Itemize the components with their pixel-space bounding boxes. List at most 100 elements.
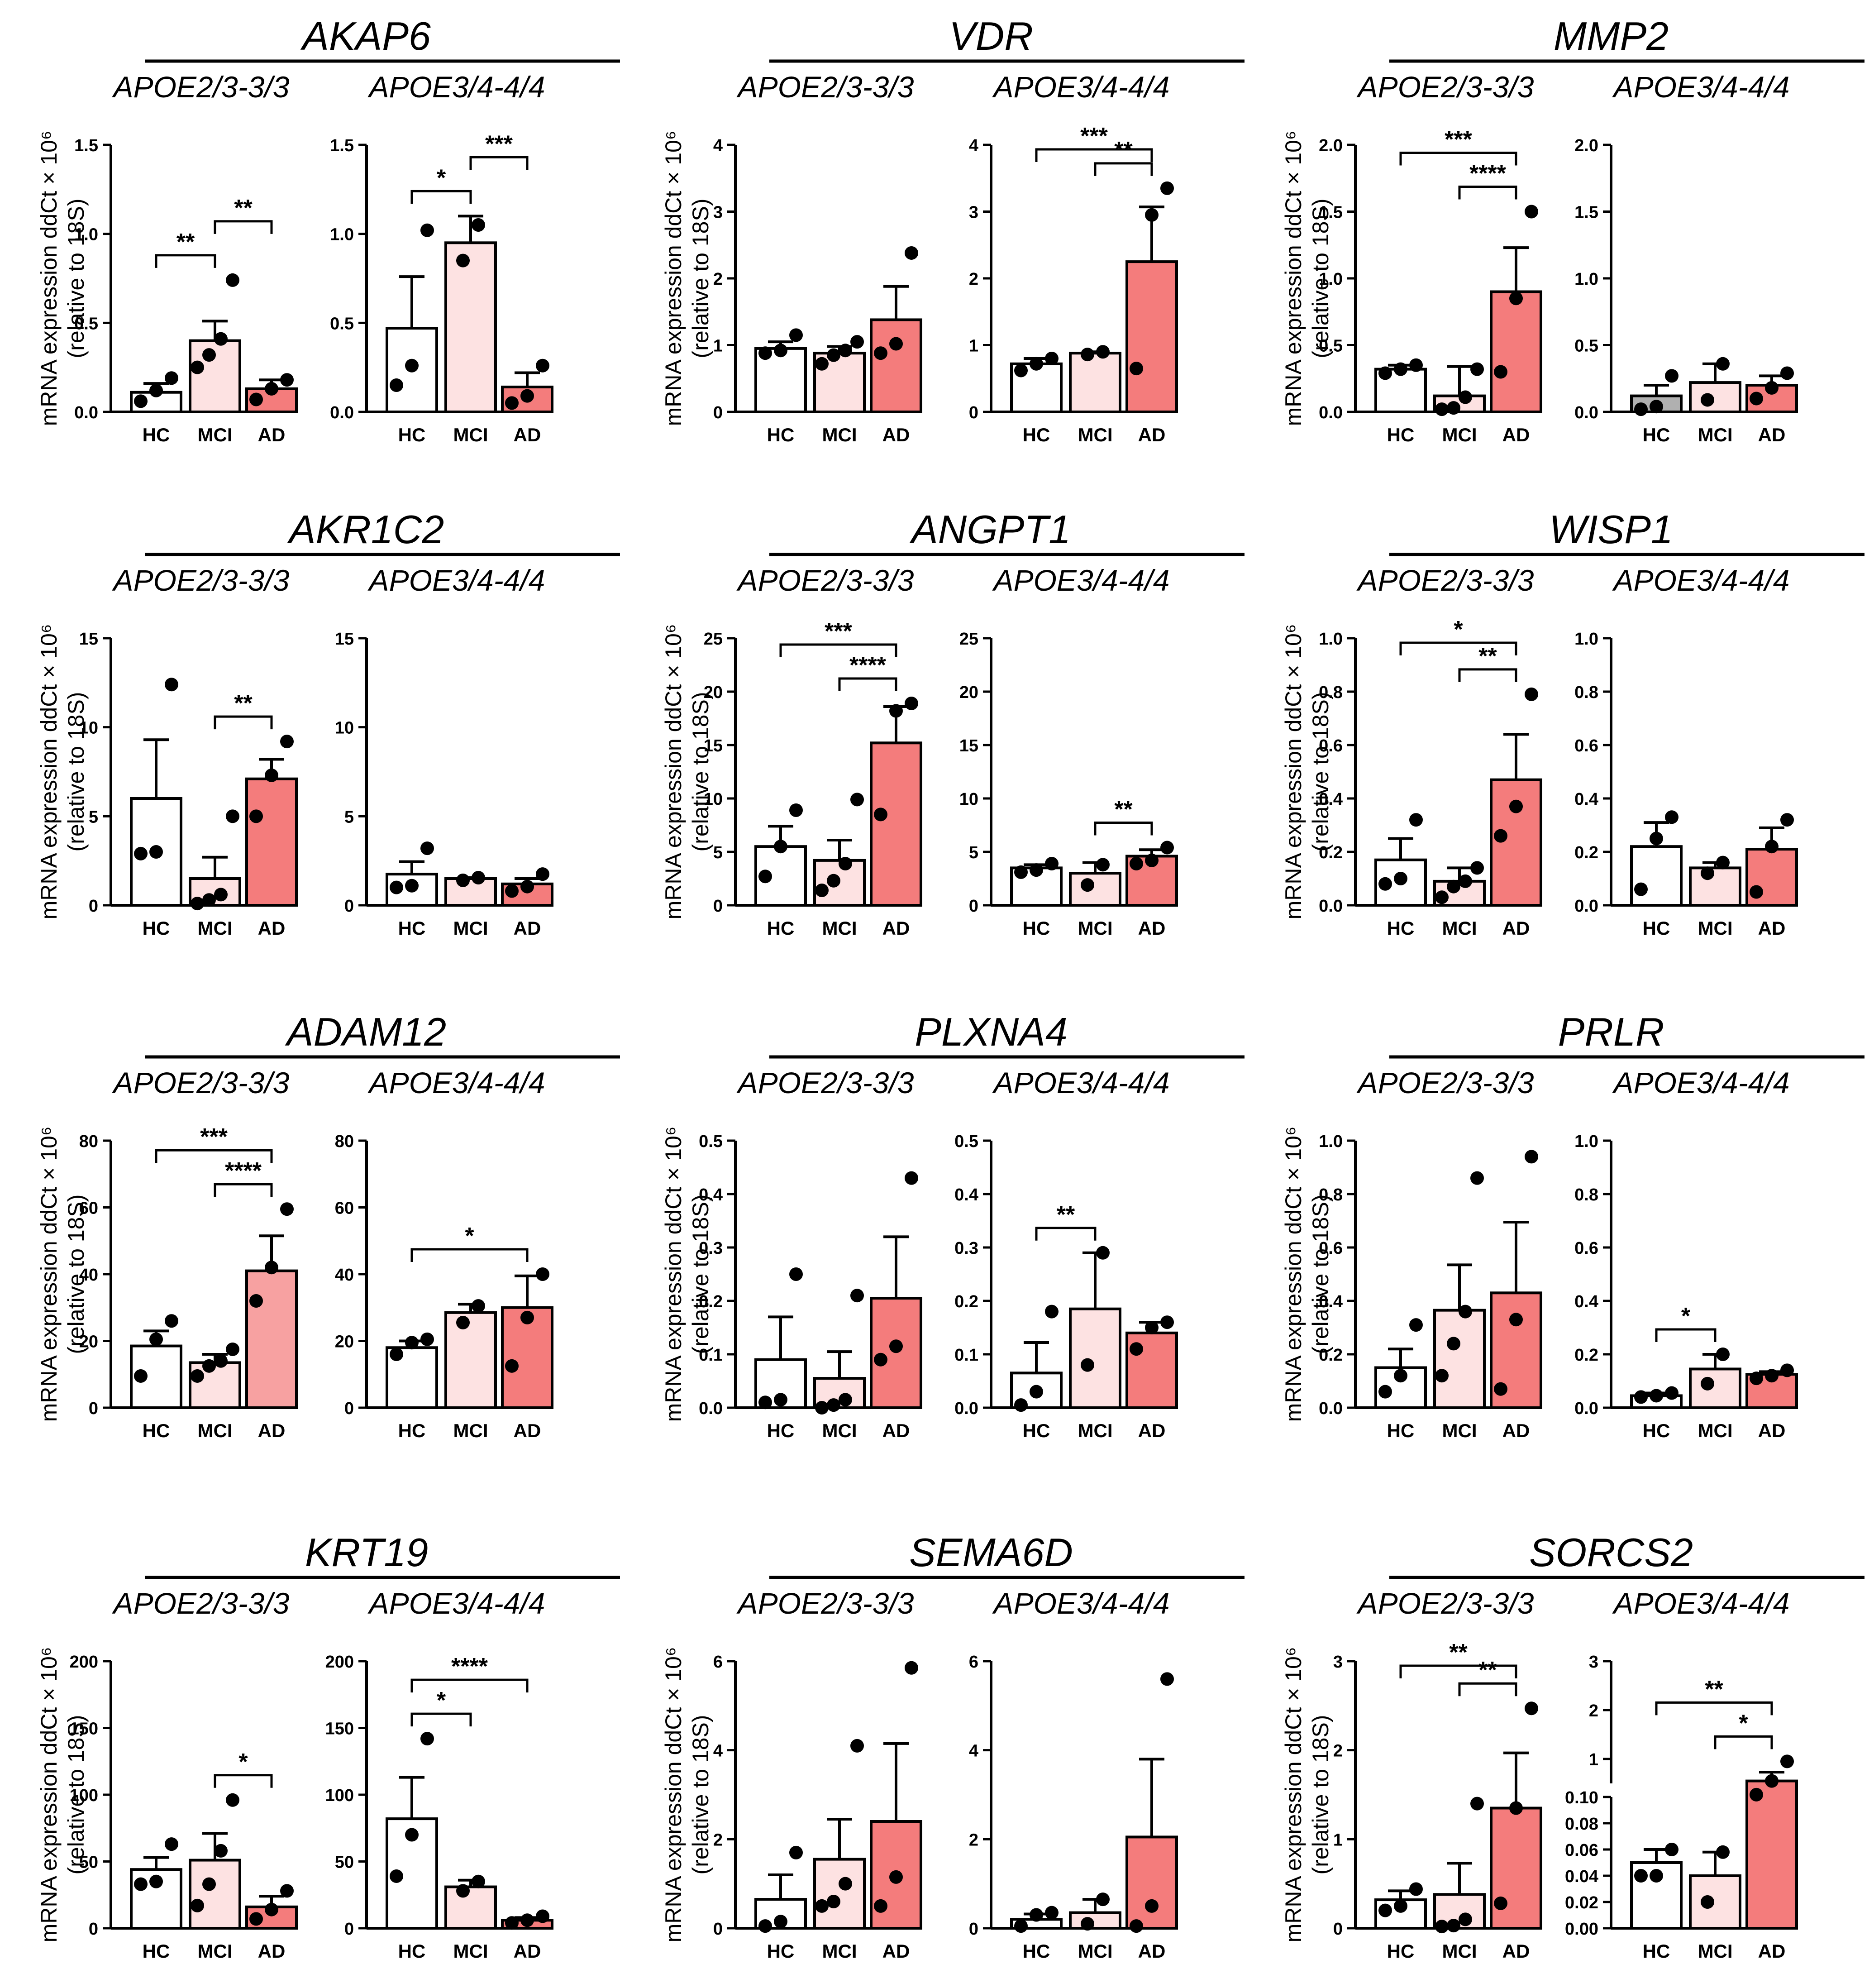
- x-tick-label: MCI: [822, 1420, 857, 1441]
- data-point: [1716, 1845, 1730, 1859]
- panel-group-label: APOE3/4-4/4: [1612, 1587, 1790, 1620]
- sig-bracket: [779, 643, 897, 657]
- panel-group-label: APOE2/3-3/3: [736, 70, 914, 104]
- sig-label: ***: [1445, 127, 1472, 153]
- x-tick-label: AD: [882, 918, 910, 939]
- y-tick-label: 0.8: [1574, 1185, 1598, 1204]
- x-tick-label: AD: [1502, 424, 1530, 445]
- y-tick-label: 5: [713, 843, 723, 862]
- data-point: [1765, 1369, 1779, 1383]
- sig-bracket: [1094, 162, 1153, 176]
- data-point: [1160, 841, 1174, 855]
- x-tick-label: MCI: [1078, 1420, 1113, 1441]
- sig-bracket: [1458, 1682, 1517, 1696]
- y-tick-label: 200: [70, 1653, 98, 1672]
- data-point: [520, 879, 534, 894]
- y-tick-label: 0.0: [1319, 403, 1343, 422]
- y-tick-label: 20: [704, 683, 723, 702]
- data-point: [249, 392, 263, 406]
- panel-apoe4: APOE3/4-4/4 0.0 0.1 0.2 0.3 0.4 0.5 HC MCI AD **: [954, 1066, 1178, 1441]
- y-tick-label: 1: [969, 337, 978, 356]
- y-tick-label: 0.06: [1565, 1841, 1598, 1860]
- data-point: [1650, 400, 1663, 414]
- bar-mci: [189, 1859, 241, 1930]
- data-point: [1780, 813, 1794, 827]
- data-point: [214, 332, 228, 346]
- y-tick-label: 25: [959, 630, 978, 649]
- data-point: [1716, 1348, 1730, 1361]
- sig-label: ****: [849, 652, 887, 679]
- sig-label: **: [1057, 1202, 1075, 1228]
- y-tick-label: 1.5: [1319, 203, 1343, 222]
- data-point: [1494, 1896, 1507, 1910]
- y-tick-label: 1.5: [74, 136, 98, 155]
- y-tick-label: 0.5: [74, 314, 98, 333]
- y-tick-label: 0: [344, 1399, 354, 1418]
- y-tick-label: 10: [79, 719, 98, 738]
- data-point: [1525, 1150, 1538, 1164]
- bar-mci: [1689, 381, 1741, 413]
- y-tick-label: 25: [704, 630, 723, 649]
- y-tick-label: 0.4: [1574, 1292, 1598, 1311]
- y-tick-label: 100: [70, 1786, 98, 1805]
- data-point: [1634, 402, 1648, 416]
- x-tick-label: MCI: [822, 918, 857, 939]
- data-point: [1447, 1919, 1460, 1933]
- data-point: [758, 346, 772, 360]
- sig-label: **: [1449, 1639, 1468, 1666]
- data-point: [520, 1913, 534, 1927]
- x-tick-label: AD: [1758, 1940, 1786, 1962]
- y-tick-label: 50: [79, 1853, 98, 1872]
- data-point: [1470, 362, 1484, 376]
- data-point: [505, 396, 519, 410]
- y-tick-label: 100: [325, 1786, 354, 1805]
- y-tick-label: 0: [713, 1920, 723, 1939]
- data-point: [1780, 1754, 1794, 1768]
- ylabel-line2: (relative to 18S): [688, 1715, 713, 1875]
- data-point: [1509, 799, 1523, 813]
- y-tick-label: 0.4: [1574, 790, 1598, 809]
- data-point: [1045, 1906, 1059, 1920]
- data-point: [1494, 1382, 1507, 1396]
- x-tick-label: MCI: [198, 1940, 233, 1962]
- panel-group-label: APOE2/3-3/3: [112, 1066, 290, 1099]
- y-tick-label: 0: [713, 403, 723, 422]
- y-tick-label: 1.0: [1319, 1132, 1343, 1151]
- sig-bracket: [410, 1712, 472, 1727]
- data-point: [1716, 357, 1730, 371]
- data-point: [1378, 366, 1392, 380]
- ylabel-line1: mRNA expression ddCt × 10⁶: [661, 624, 686, 920]
- sig-label: ***: [485, 131, 513, 157]
- y-tick-label: 1.0: [330, 225, 354, 244]
- ylabel-line2: (relative to 18S): [1308, 199, 1333, 358]
- x-tick-label: HC: [767, 1420, 795, 1441]
- y-tick-label: 0.0: [1574, 1399, 1598, 1418]
- y-tick-label: 0.4: [954, 1185, 978, 1204]
- bar-mci: [189, 339, 241, 414]
- data-point: [850, 335, 864, 349]
- data-point: [1130, 856, 1143, 870]
- data-point: [1014, 363, 1028, 378]
- panel-apoe4: APOE3/4-4/40.00.51.01.5HC MCI AD****: [330, 70, 553, 445]
- panel-group-label: APOE3/4-4/4: [367, 70, 545, 104]
- bar-mci: [1069, 1307, 1121, 1409]
- chart-prlr: PRLR mRNA expression ddCt × 10⁶ (relative …: [1281, 1009, 1864, 1441]
- data-point: [1470, 861, 1484, 875]
- y-tick-label: 0.2: [699, 1292, 723, 1311]
- x-tick-label: HC: [1023, 918, 1050, 939]
- sig-bracket: [155, 254, 216, 268]
- y-tick-label: 2: [713, 270, 723, 289]
- y-tick-label: 1.0: [1574, 630, 1598, 649]
- y-tick-label: 2: [1333, 1742, 1343, 1761]
- x-tick-label: MCI: [198, 918, 233, 939]
- data-point: [1470, 1171, 1484, 1185]
- panel-apoe4: APOE3/4-4/4 0 5 10 15 20 25 HC MCI AD **: [959, 564, 1178, 939]
- data-point: [456, 873, 470, 887]
- data-point: [1750, 1787, 1763, 1802]
- y-tick-label: 20: [959, 683, 978, 702]
- y-tick-label: 0.0: [1574, 897, 1598, 916]
- data-point: [265, 1902, 278, 1916]
- data-point: [1045, 352, 1059, 365]
- y-tick-label: 0: [1333, 1920, 1343, 1939]
- data-point: [405, 879, 419, 893]
